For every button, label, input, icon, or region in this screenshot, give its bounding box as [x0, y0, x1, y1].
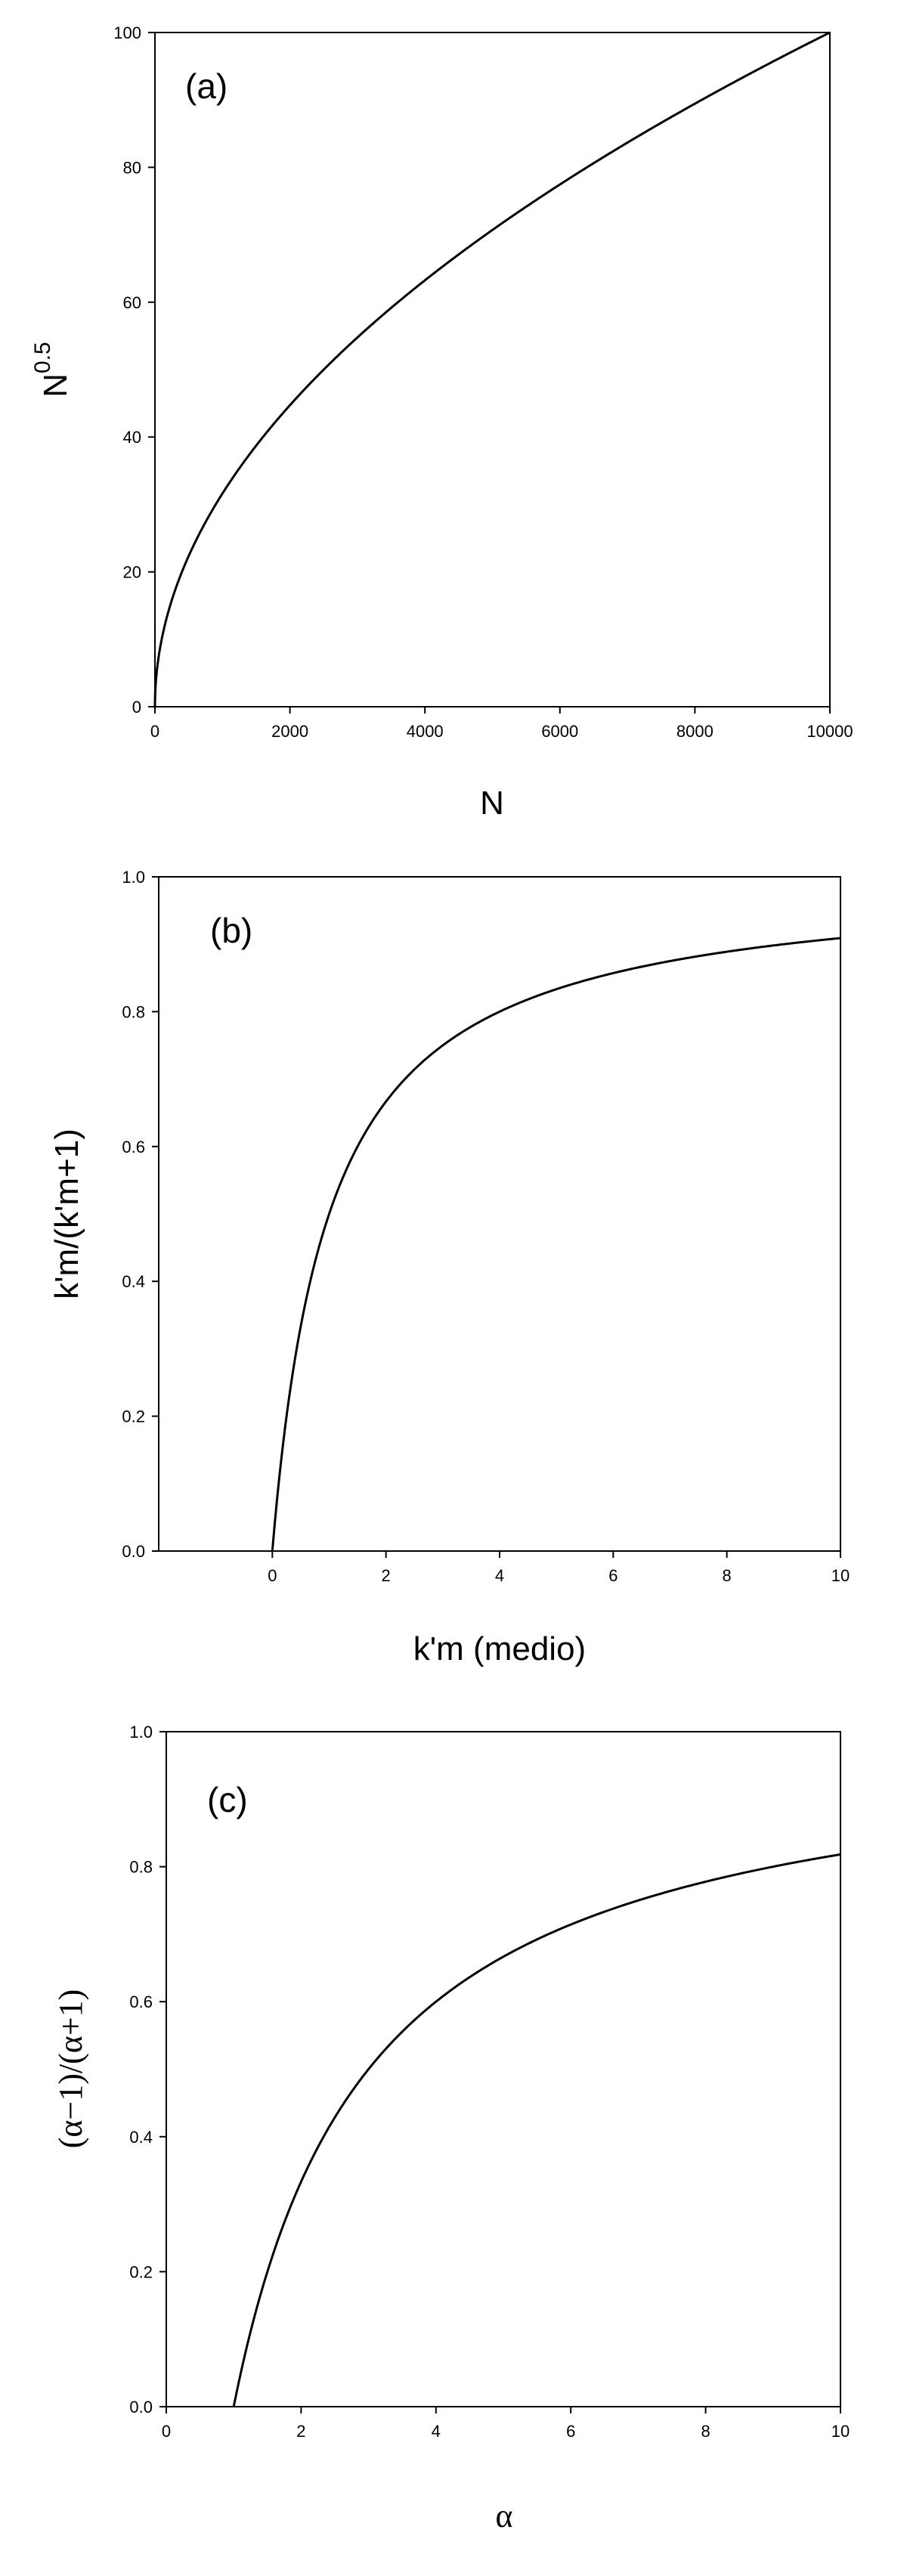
panel-label-a: (a): [185, 67, 228, 106]
y-tick-label: 0.6: [122, 1138, 145, 1156]
y-tick-label: 60: [123, 293, 141, 312]
y-tick-label: 0.4: [122, 1272, 145, 1291]
series-line-a: [153, 31, 831, 707]
y-axis-label-a-sup: 0.5: [30, 342, 55, 373]
x-axis-label-c: α: [495, 2497, 512, 2534]
y-ticks-a: 0 20 40 60 80 100: [113, 23, 155, 717]
plot-frame-a: [154, 32, 831, 707]
x-tick-label: 8: [701, 2422, 710, 2441]
x-tick-label: 0: [268, 1566, 277, 1585]
y-tick-label: 1.0: [122, 868, 145, 887]
x-tick-label: 2: [296, 2422, 305, 2441]
y-axis-label-c: (α−1)/(α+1): [52, 1989, 89, 2149]
y-tick-label: 0.0: [122, 1542, 145, 1561]
y-tick-label: 1.0: [129, 1723, 153, 1742]
y-tick-label: 0.8: [122, 1002, 145, 1021]
x-tick-label: 4: [432, 2422, 441, 2441]
y-tick-label: 0.0: [129, 2398, 153, 2417]
y-axis-label-b: k'm/(k'm+1): [48, 1129, 85, 1299]
series-line-c: [232, 1853, 841, 2407]
x-tick-label: 6: [608, 1566, 618, 1585]
y-tick-label: 20: [123, 563, 141, 582]
y-axis-label-a-base: N: [37, 373, 74, 398]
y-ticks-c: 0.0 0.2 0.4 0.6 0.8 1.0: [129, 1723, 166, 2417]
panel-b: (b) k'm (medio) k'm/(k'm+1) 0 2 4 6 8 10 0.00…: [48, 868, 850, 1667]
x-tick-label: 8000: [676, 722, 713, 741]
x-tick-label: 6000: [541, 722, 578, 741]
y-tick-label: 0.6: [129, 1992, 153, 2011]
x-ticks-a: 0 2000 4000 6000 8000 10000: [150, 707, 853, 741]
series-line-b: [271, 937, 841, 1552]
x-tick-label: 10000: [806, 722, 853, 741]
svg-text:N0.5: N0.5: [30, 342, 74, 398]
x-tick-label: 0: [162, 2422, 171, 2441]
x-ticks-c: 0 2 4 6 8 10: [162, 2407, 850, 2441]
y-tick-label: 100: [113, 23, 141, 42]
x-tick-label: 4000: [407, 722, 444, 741]
panel-c: (c) α (α−1)/(α+1) 0 2 4 6 8 10 0.00.20.40.60.…: [52, 1723, 850, 2534]
y-tick-label: 0.2: [122, 1407, 145, 1426]
x-tick-label: 8: [723, 1566, 732, 1585]
x-tick-label: 0: [150, 722, 159, 741]
x-axis-label-b: k'm (medio): [413, 1630, 586, 1667]
y-tick-label: 40: [123, 428, 141, 447]
x-tick-label: 10: [831, 2422, 850, 2441]
panel-label-b: (b): [210, 911, 252, 950]
panel-a: (a) N N0.5 0 2000 4000 6000 8000 10000 020406…: [30, 23, 853, 822]
x-tick-label: 2: [382, 1566, 391, 1585]
plot-frame-c: [166, 1731, 841, 2407]
y-tick-label: 0: [132, 698, 141, 717]
y-axis-label-c-wrap: (α−1)/(α+1): [52, 1989, 89, 2149]
y-tick-label: 0.4: [129, 2128, 153, 2147]
y-ticks-b: 0.0 0.2 0.4 0.6 0.8 1.0: [122, 868, 159, 1561]
x-axis-label-a: N: [480, 785, 504, 822]
y-axis-label-b-wrap: k'm/(k'm+1): [48, 1129, 85, 1299]
y-tick-label: 0.2: [129, 2262, 153, 2281]
panel-label-c: (c): [207, 1780, 248, 1819]
x-tick-label: 2000: [271, 722, 308, 741]
plot-frame-b: [158, 876, 841, 1552]
x-tick-label: 10: [831, 1566, 850, 1585]
x-ticks-b: 0 2 4 6 8 10: [268, 1551, 850, 1585]
y-tick-label: 80: [123, 158, 141, 177]
x-tick-label: 6: [566, 2422, 575, 2441]
y-tick-label: 0.8: [129, 1858, 153, 1877]
y-axis-label-a: N0.5: [30, 342, 74, 398]
x-tick-label: 4: [495, 1566, 504, 1585]
